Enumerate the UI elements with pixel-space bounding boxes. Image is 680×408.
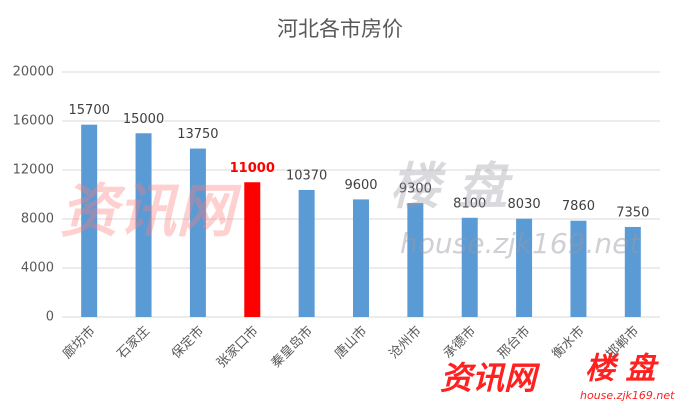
bar: [353, 199, 369, 317]
value-label: 11000: [230, 161, 275, 176]
bar: [407, 203, 424, 317]
bar: [624, 226, 641, 317]
watermark-tag: 楼 盘: [390, 158, 513, 216]
value-label: 8030: [508, 197, 541, 212]
chart-title: 河北各市房价: [277, 17, 403, 41]
y-tick-label: 20000: [13, 65, 54, 80]
y-tick-label: 4000: [21, 261, 54, 276]
bar: [461, 217, 478, 317]
bar: [516, 218, 533, 317]
watermark-url: house.zjk169.net: [400, 227, 641, 260]
bar: [570, 220, 587, 317]
bar: [298, 189, 315, 317]
y-tick-label: 0: [46, 310, 54, 325]
y-tick-label: 12000: [13, 163, 54, 178]
y-tick-label: 8000: [21, 212, 54, 227]
logo-url: house.zjk169.net: [580, 389, 675, 402]
logo-tag: 楼 盘: [585, 352, 659, 387]
value-label: 9300: [399, 182, 432, 197]
watermark-brand: 资讯网: [60, 177, 242, 245]
value-label: 7350: [616, 205, 649, 220]
logo-brand: 资讯网: [440, 359, 541, 397]
value-label: 9600: [344, 178, 377, 193]
value-label: 7860: [562, 199, 595, 214]
value-label: 15700: [69, 103, 110, 118]
y-tick-label: 16000: [13, 114, 54, 129]
value-label: 10370: [286, 168, 327, 183]
value-label: 13750: [177, 127, 218, 142]
bar: [189, 148, 206, 317]
bar: [244, 182, 261, 317]
value-label: 8100: [453, 196, 486, 211]
bar: [81, 124, 98, 317]
bar: [135, 133, 152, 317]
value-label: 15000: [123, 112, 164, 127]
